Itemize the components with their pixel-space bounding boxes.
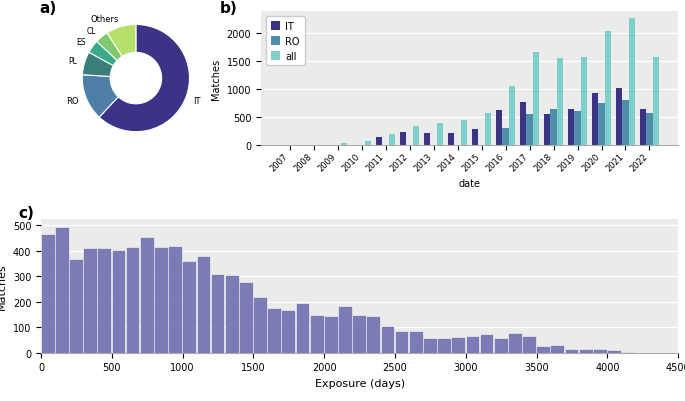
Bar <box>169 247 182 353</box>
Bar <box>197 257 210 353</box>
Bar <box>574 112 581 146</box>
Bar <box>155 249 168 353</box>
Text: ES: ES <box>77 38 86 47</box>
Bar <box>566 350 578 353</box>
Bar <box>297 304 310 353</box>
Bar <box>653 58 659 146</box>
Bar <box>184 263 196 353</box>
Bar <box>646 114 653 146</box>
Bar <box>520 102 526 146</box>
Wedge shape <box>89 42 117 67</box>
Bar <box>424 339 437 353</box>
Bar <box>382 328 395 353</box>
Bar <box>84 250 97 353</box>
X-axis label: Exposure (days): Exposure (days) <box>314 378 405 388</box>
Bar <box>365 142 371 146</box>
Bar <box>594 350 607 353</box>
Bar <box>496 111 502 146</box>
Bar <box>581 57 587 146</box>
Bar <box>598 103 605 146</box>
Bar <box>70 260 83 353</box>
Bar <box>424 134 430 146</box>
Bar <box>509 86 515 146</box>
Bar <box>438 339 451 353</box>
Bar <box>533 53 539 146</box>
Wedge shape <box>107 25 136 57</box>
Bar <box>437 124 443 146</box>
Wedge shape <box>82 53 113 77</box>
Bar <box>396 332 408 353</box>
Bar <box>580 350 593 353</box>
X-axis label: date: date <box>458 179 481 189</box>
Bar <box>339 307 352 353</box>
Bar <box>502 129 509 146</box>
Bar <box>616 89 622 146</box>
Bar <box>629 19 635 146</box>
Bar <box>353 316 366 353</box>
Bar <box>410 332 423 353</box>
Bar <box>448 134 454 146</box>
Bar <box>311 316 323 353</box>
Text: PL: PL <box>68 57 77 66</box>
Bar <box>127 249 140 353</box>
Bar <box>112 251 125 353</box>
Bar <box>551 346 564 353</box>
Bar <box>544 115 550 146</box>
Bar <box>592 94 598 146</box>
Y-axis label: Matches: Matches <box>0 263 8 309</box>
Bar <box>461 121 467 146</box>
Bar <box>282 311 295 353</box>
Bar <box>557 59 563 146</box>
Text: IT: IT <box>193 97 201 106</box>
Bar <box>640 109 646 146</box>
Bar <box>413 127 419 146</box>
Bar <box>523 337 536 353</box>
Text: b): b) <box>219 1 237 16</box>
Bar <box>254 298 267 353</box>
Wedge shape <box>97 34 122 61</box>
Bar <box>550 109 557 146</box>
Bar <box>568 110 574 146</box>
Bar <box>605 32 611 146</box>
Bar <box>325 317 338 353</box>
Bar <box>56 228 68 353</box>
Legend: IT, RO, all: IT, RO, all <box>266 17 305 66</box>
Bar <box>367 317 380 353</box>
Bar <box>608 352 621 353</box>
Bar <box>240 283 253 353</box>
Bar <box>226 277 238 353</box>
Bar <box>42 236 55 353</box>
Bar <box>389 135 395 146</box>
Bar <box>400 132 406 146</box>
Bar <box>269 310 281 353</box>
Bar <box>376 137 382 146</box>
Bar <box>481 336 493 353</box>
Bar <box>495 340 508 353</box>
Text: a): a) <box>40 1 57 16</box>
Bar <box>472 130 478 146</box>
Bar <box>485 113 491 146</box>
Text: c): c) <box>18 206 35 221</box>
Text: CL: CL <box>87 27 97 36</box>
Bar <box>212 275 225 353</box>
Bar <box>141 238 153 353</box>
Y-axis label: Matches: Matches <box>211 59 221 99</box>
Bar <box>509 334 522 353</box>
Wedge shape <box>99 25 190 132</box>
Text: RO: RO <box>66 97 79 106</box>
Wedge shape <box>82 75 119 118</box>
Bar <box>526 115 533 146</box>
Bar <box>452 338 465 353</box>
Bar <box>99 250 111 353</box>
Bar <box>341 144 347 146</box>
Text: Others: Others <box>90 15 119 24</box>
Bar <box>622 100 629 146</box>
Bar <box>537 347 550 353</box>
Bar <box>466 338 479 353</box>
